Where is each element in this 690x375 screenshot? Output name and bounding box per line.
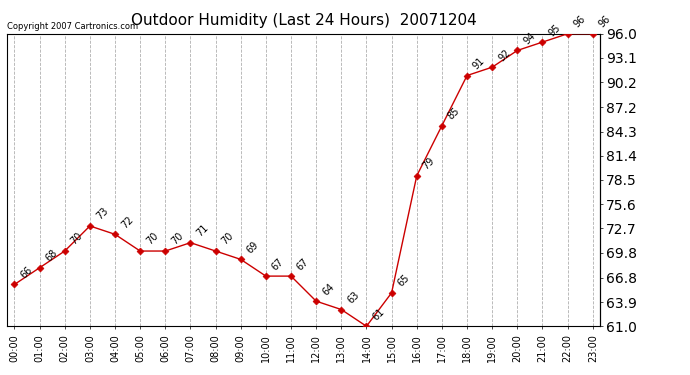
Text: 72: 72 (119, 214, 135, 230)
Text: 73: 73 (94, 206, 110, 222)
Text: 67: 67 (270, 256, 286, 272)
Text: 65: 65 (396, 273, 412, 289)
Text: 85: 85 (446, 106, 462, 122)
Text: 91: 91 (471, 56, 487, 71)
Text: 68: 68 (43, 248, 59, 264)
Text: 69: 69 (245, 240, 261, 255)
Text: 95: 95 (546, 22, 562, 38)
Text: 64: 64 (320, 281, 336, 297)
Text: 70: 70 (219, 231, 235, 247)
Text: 71: 71 (195, 223, 210, 238)
Text: 70: 70 (170, 231, 186, 247)
Text: 70: 70 (69, 231, 85, 247)
Text: Copyright 2007 Cartronics.com: Copyright 2007 Cartronics.com (7, 22, 138, 31)
Text: 70: 70 (144, 231, 160, 247)
Text: 96: 96 (572, 14, 587, 30)
Text: 67: 67 (295, 256, 311, 272)
Text: 63: 63 (346, 290, 362, 305)
Text: 94: 94 (522, 31, 538, 46)
Text: 66: 66 (19, 265, 34, 280)
Text: 61: 61 (371, 306, 386, 322)
Text: Outdoor Humidity (Last 24 Hours)  20071204: Outdoor Humidity (Last 24 Hours) 2007120… (130, 13, 477, 28)
Text: 79: 79 (421, 156, 437, 172)
Text: 96: 96 (597, 14, 613, 30)
Text: 92: 92 (496, 47, 512, 63)
